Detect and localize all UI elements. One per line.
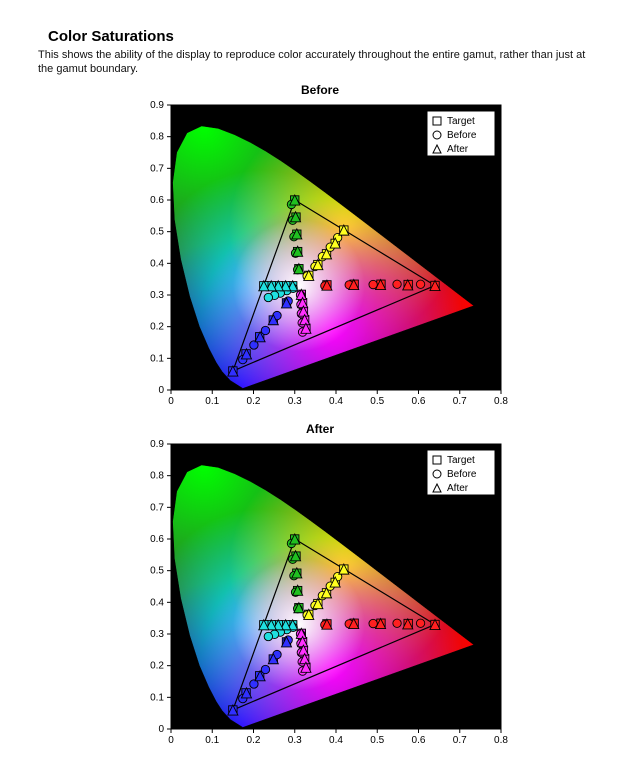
svg-text:0.2: 0.2	[150, 660, 164, 671]
svg-text:0.2: 0.2	[247, 396, 261, 407]
svg-text:0.1: 0.1	[205, 396, 219, 407]
svg-text:0.2: 0.2	[247, 735, 261, 746]
svg-text:0: 0	[158, 724, 164, 735]
svg-text:0.7: 0.7	[150, 502, 164, 513]
svg-text:0.5: 0.5	[150, 565, 164, 576]
svg-text:0.4: 0.4	[329, 735, 343, 746]
chart-title-after: After	[38, 422, 602, 436]
svg-text:0: 0	[168, 735, 174, 746]
svg-text:0.5: 0.5	[370, 396, 384, 407]
svg-text:After: After	[447, 144, 469, 155]
svg-text:0.3: 0.3	[288, 735, 302, 746]
svg-text:Target: Target	[447, 116, 475, 127]
svg-text:0: 0	[158, 385, 164, 396]
svg-text:0: 0	[168, 396, 174, 407]
svg-text:0.5: 0.5	[150, 226, 164, 237]
svg-text:0.7: 0.7	[453, 396, 467, 407]
svg-text:Target: Target	[447, 455, 475, 466]
svg-text:Before: Before	[447, 130, 477, 141]
page: Color Saturations This shows the ability…	[0, 0, 640, 767]
svg-text:0.4: 0.4	[150, 597, 164, 608]
svg-text:Before: Before	[447, 469, 477, 480]
chart-title-before: Before	[38, 83, 602, 97]
svg-text:0.8: 0.8	[494, 735, 508, 746]
svg-text:0.9: 0.9	[150, 439, 164, 450]
svg-text:0.3: 0.3	[288, 396, 302, 407]
cie-chart-after: 0 0.1 0.2 0.3 0.4 0.5 0.6 0.7 0.8 0 0.1 0.2 0.3 0.4 0.…	[129, 438, 511, 753]
svg-text:0.4: 0.4	[329, 396, 343, 407]
section-description: This shows the ability of the display to…	[38, 49, 602, 77]
svg-text:0.6: 0.6	[412, 735, 426, 746]
svg-text:0.3: 0.3	[150, 629, 164, 640]
svg-text:0.8: 0.8	[150, 470, 164, 481]
chart-block-before: Before 00.10.20.30.40.50.60.70.800.10.20…	[38, 83, 602, 414]
svg-text:0.6: 0.6	[150, 534, 164, 545]
cie-chart-before: 0 0.1 0.2 0.3 0.4 0.5 0.6 0.7 0.8 0 0.1 0.2 0.3 0.4 0.…	[129, 99, 511, 414]
svg-text:After: After	[447, 483, 469, 494]
svg-text:0.1: 0.1	[205, 735, 219, 746]
svg-text:0.2: 0.2	[150, 321, 164, 332]
section-heading: Color Saturations	[38, 28, 602, 45]
svg-text:0.7: 0.7	[453, 735, 467, 746]
chart-block-after: After 0 0.1 0.2 0.3 0.4 0.5 0.6 0.7 0.8 0 0.1 0.2 0.…	[38, 422, 602, 753]
svg-text:0.1: 0.1	[150, 353, 164, 364]
svg-text:0.6: 0.6	[150, 195, 164, 206]
svg-text:0.6: 0.6	[412, 396, 426, 407]
svg-text:0.8: 0.8	[150, 131, 164, 142]
svg-text:0.7: 0.7	[150, 163, 164, 174]
svg-text:0.5: 0.5	[370, 735, 384, 746]
svg-text:0.1: 0.1	[150, 692, 164, 703]
svg-text:0.8: 0.8	[494, 396, 508, 407]
svg-text:0.9: 0.9	[150, 100, 164, 111]
svg-text:0.3: 0.3	[150, 290, 164, 301]
svg-text:0.4: 0.4	[150, 258, 164, 269]
